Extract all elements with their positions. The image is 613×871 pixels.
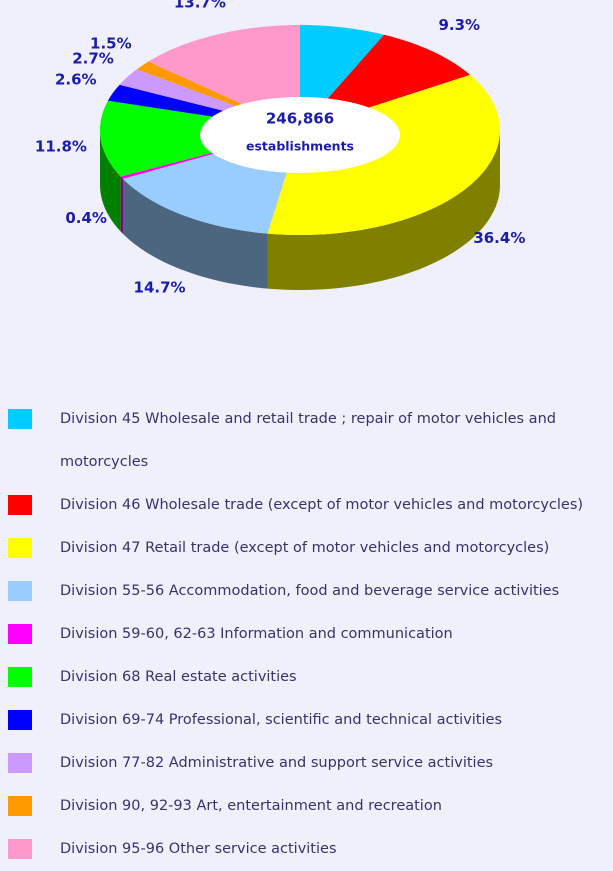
slice-side (120, 176, 123, 234)
legend-item: Division 59-60, 62-63 Information and co… (0, 613, 613, 656)
legend-swatch (8, 624, 32, 644)
slice-side (267, 130, 500, 290)
slice (100, 100, 301, 177)
legend-item: Division 95-96 Other service activities (0, 828, 613, 871)
chart: 246,866 establishments 6.9% 9.3% 36.4% 14.7% 0… (35, 0, 525, 297)
legend-item: Division 46 Wholesale trade (except of m… (0, 484, 613, 527)
legend: Division 45 Wholesale and retail trade ;… (0, 398, 613, 871)
legend-label: Division 59-60, 62-63 Information and co… (60, 626, 453, 642)
data-label: 0.4% (65, 209, 107, 227)
legend-swatch (8, 667, 32, 687)
legend-label: Division 46 Wholesale trade (except of m… (60, 497, 584, 513)
legend-swatch (8, 753, 32, 773)
legend-item: Division 90, 92-93 Art, entertainment an… (0, 785, 613, 828)
legend-swatch (8, 538, 32, 558)
slice-side (100, 130, 121, 232)
data-label: 2.7% (72, 50, 114, 68)
legend-label: Division 69-74 Professional, scientific … (60, 712, 502, 728)
data-label: 14.7% (134, 279, 186, 297)
data-label: 6.9% (331, 0, 373, 2)
legend-label: Division 90, 92-93 Art, entertainment an… (60, 798, 442, 814)
legend-label: Division 95-96 Other service activities (60, 841, 337, 857)
legend-item: Division 55-56 Accommodation, food and b… (0, 570, 613, 613)
legend-label: Division 68 Real estate activities (60, 669, 297, 685)
data-label: 9.3% (438, 16, 480, 34)
center-value: 246,866 (266, 110, 334, 128)
legend-swatch (8, 839, 32, 859)
donut-hole (200, 97, 400, 173)
legend-label: Division 77-82 Administrative and suppor… (60, 755, 494, 771)
legend-label: Division 55-56 Accommodation, food and b… (60, 583, 560, 599)
legend-swatch (8, 796, 32, 816)
legend-item: Division 69-74 Professional, scientific … (0, 699, 613, 742)
legend-label: Division 47 Retail trade (except of moto… (60, 540, 550, 556)
legend-swatch (8, 495, 32, 515)
data-label: 1.5% (90, 34, 132, 52)
legend-label: Division 45 Wholesale and retail trade ;… (60, 411, 556, 470)
legend-swatch (8, 581, 32, 601)
legend-item: Division 77-82 Administrative and suppor… (0, 742, 613, 785)
data-label: 13.7% (174, 0, 226, 11)
legend-swatch (8, 409, 32, 429)
data-label: 11.8% (35, 138, 87, 156)
legend-item: Division 47 Retail trade (except of moto… (0, 527, 613, 570)
legend-item: Division 68 Real estate activities (0, 656, 613, 699)
data-label: 2.6% (55, 71, 97, 89)
legend-item: Division 45 Wholesale and retail trade ;… (0, 398, 613, 484)
center-label: establishments (246, 139, 354, 154)
slice-side (122, 178, 268, 289)
legend-swatch (8, 710, 32, 730)
data-label: 36.4% (473, 229, 525, 247)
